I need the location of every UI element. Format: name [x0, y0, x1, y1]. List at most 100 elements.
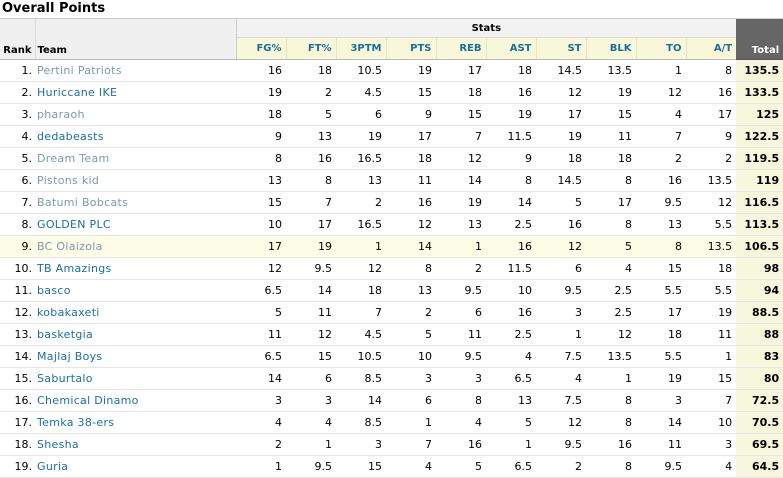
stat-header-pts[interactable]: PTS: [385, 37, 436, 60]
total-header[interactable]: Total: [736, 37, 783, 60]
stat-cell: 18: [636, 323, 686, 346]
team-cell: GOLDEN PLC: [35, 213, 236, 236]
team-link[interactable]: Guria: [37, 459, 69, 473]
stat-cell: 17: [236, 235, 286, 258]
stat-cell: 9: [386, 103, 436, 126]
stat-cell: 8: [586, 455, 636, 478]
stat-cell: 5.5: [636, 345, 686, 368]
table-row: 1. Pertini Patriots 16 18 10.5 19 17 18 14.5 13.5…: [0, 59, 783, 82]
stat-header-3ptm[interactable]: 3PTM: [335, 37, 386, 60]
total-cell: 135.5: [736, 59, 783, 82]
stat-cell: 12: [236, 257, 286, 280]
stat-cell: 2.5: [486, 213, 536, 236]
team-cell: Temka 38-ers: [35, 411, 236, 434]
stat-header-fg[interactable]: FG%: [235, 37, 286, 60]
stat-cell: 6: [336, 103, 386, 126]
team-link[interactable]: Dream Team: [37, 151, 110, 165]
team-link[interactable]: Saburtalo: [37, 371, 93, 385]
stat-header-a-t[interactable]: A/T: [685, 37, 737, 60]
total-cell: 83: [736, 345, 783, 368]
total-cell: 116.5: [736, 191, 783, 214]
stat-cell: 17: [586, 191, 636, 214]
team-cell: Huriccane IKE: [35, 81, 236, 104]
stat-cell: 12: [286, 323, 336, 346]
stat-cell: 8: [686, 59, 737, 82]
stat-cell: 19: [686, 301, 737, 324]
stat-cell: 1: [536, 323, 586, 346]
stat-cell: 4: [486, 345, 536, 368]
stat-cell: 16: [636, 169, 686, 192]
team-cell: BC Olaizola: [35, 235, 236, 258]
stat-cell: 12: [536, 81, 586, 104]
team-link[interactable]: GOLDEN PLC: [37, 217, 111, 231]
team-link[interactable]: TB Amazings: [37, 261, 112, 275]
stat-cell: 7.5: [536, 389, 586, 412]
stat-cell: 10: [486, 279, 536, 302]
total-cell: 119: [736, 169, 783, 192]
team-link[interactable]: Pertini Patriots: [37, 63, 122, 77]
stat-cell: 2: [236, 433, 286, 456]
stat-cell: 1: [586, 367, 636, 390]
stat-cell: 9.5: [636, 455, 686, 478]
stat-header-blk[interactable]: BLK: [585, 37, 636, 60]
rank-cell: 5.: [0, 147, 35, 170]
stat-cell: 6: [536, 257, 586, 280]
stat-cell: 5: [286, 103, 336, 126]
rank-cell: 15.: [0, 367, 35, 390]
stat-cell: 1: [236, 455, 286, 478]
stat-cell: 16: [436, 433, 486, 456]
stat-header-st[interactable]: ST: [535, 37, 586, 60]
team-link[interactable]: Batumi Bobcats: [37, 195, 129, 209]
stat-cell: 8: [586, 213, 636, 236]
stat-cell: 12: [536, 411, 586, 434]
rank-cell: 11.: [0, 279, 35, 302]
stat-cell: 15: [586, 103, 636, 126]
team-link[interactable]: Temka 38-ers: [37, 415, 115, 429]
stat-cell: 6: [386, 389, 436, 412]
stat-header-reb[interactable]: REB: [435, 37, 486, 60]
stat-cell: 3: [286, 389, 336, 412]
stat-cell: 11: [436, 323, 486, 346]
stat-cell: 14: [286, 279, 336, 302]
total-cell: 98: [736, 257, 783, 280]
stat-cell: 13: [636, 213, 686, 236]
stat-cell: 8: [486, 169, 536, 192]
team-cell: kobakaxeti: [35, 301, 236, 324]
team-link[interactable]: Majlaj Boys: [37, 349, 103, 363]
stat-cell: 3: [236, 389, 286, 412]
team-link[interactable]: Huriccane IKE: [37, 85, 118, 99]
stat-header-ast[interactable]: AST: [485, 37, 536, 60]
total-cell: 72.5: [736, 389, 783, 412]
team-link[interactable]: Pistons kid: [37, 173, 100, 187]
stat-cell: 4: [536, 367, 586, 390]
team-link[interactable]: pharaoh: [37, 107, 85, 121]
team-link[interactable]: dedabeasts: [37, 129, 104, 143]
team-link[interactable]: kobakaxeti: [37, 305, 100, 319]
rank-cell: 6.: [0, 169, 35, 192]
team-link[interactable]: Shesha: [37, 437, 79, 451]
total-cell: 80: [736, 367, 783, 390]
stat-cell: 15: [386, 81, 436, 104]
stat-cell: 4: [436, 411, 486, 434]
stat-header-to[interactable]: TO: [635, 37, 686, 60]
table-row: 3. pharaoh 18 5 6 9 15 19 17 15 4 17 125: [0, 103, 783, 126]
stat-cell: 16: [486, 81, 536, 104]
stat-cell: 11.5: [486, 125, 536, 148]
stat-cell: 8.5: [336, 367, 386, 390]
stat-cell: 6.5: [486, 367, 536, 390]
team-link[interactable]: BC Olaizola: [37, 239, 103, 253]
team-link[interactable]: basketgia: [37, 327, 93, 341]
stat-cell: 12: [686, 191, 737, 214]
total-cell: 88.5: [736, 301, 783, 324]
team-link[interactable]: basco: [37, 283, 71, 297]
stat-cell: 13.5: [586, 345, 636, 368]
rank-cell: 10.: [0, 257, 35, 280]
stat-cell: 9.5: [286, 455, 336, 478]
stat-cell: 10: [236, 213, 286, 236]
stat-cell: 16: [536, 213, 586, 236]
stat-cell: 15: [636, 257, 686, 280]
stat-header-ft[interactable]: FT%: [285, 37, 336, 60]
team-link[interactable]: Chemical Dinamo: [37, 393, 139, 407]
team-cell: TB Amazings: [35, 257, 236, 280]
table-row: 15. Saburtalo 14 6 8.5 3 3 6.5 4 1 19 15 80: [0, 367, 783, 390]
